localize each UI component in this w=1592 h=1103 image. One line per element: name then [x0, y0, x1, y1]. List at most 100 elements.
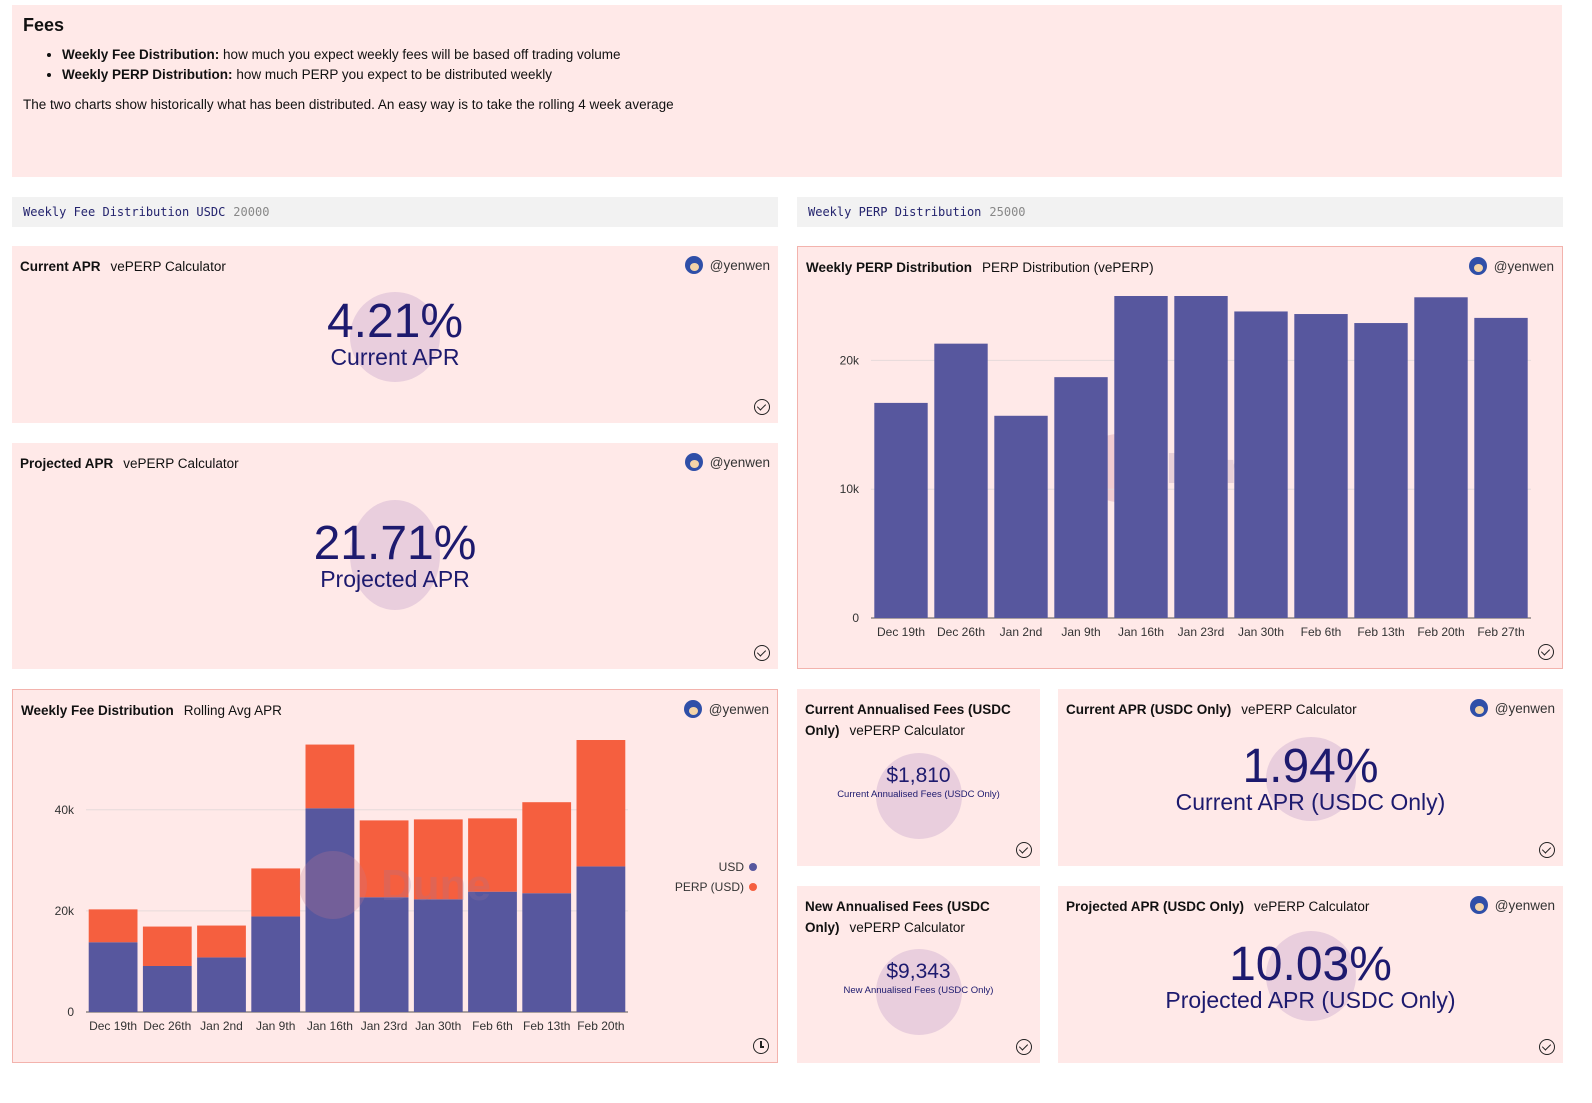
watermark-text: Dune: [381, 861, 491, 910]
bar[interactable]: [522, 802, 572, 894]
param-weekly-perp[interactable]: Weekly PERP Distribution 25000: [797, 197, 1563, 227]
fees-text-panel: Fees Weekly Fee Distribution: how much y…: [12, 5, 1562, 177]
x-tick-label: Feb 20th: [1417, 625, 1464, 639]
projected-apr-usdc-card: Projected APR (USDC Only) vePERP Calculat…: [1058, 886, 1563, 1063]
bar[interactable]: [874, 402, 928, 618]
card-title: Projected APR vePERP Calculator: [20, 456, 239, 471]
bar[interactable]: [251, 868, 301, 917]
bar[interactable]: [88, 942, 138, 1012]
x-tick-label: Dec 19th: [877, 625, 925, 639]
author-link[interactable]: @yenwen: [1469, 896, 1555, 914]
counter-new-fees: $9,343 New Annualised Fees (USDC Only): [797, 949, 1040, 1035]
perp-distribution-card: Weekly PERP Distribution PERP Distributio…: [797, 246, 1563, 669]
bar[interactable]: [413, 899, 463, 1012]
check-circle-icon: [754, 645, 770, 661]
bullet-term: Weekly Fee Distribution:: [62, 47, 220, 62]
counter-value: $1,810: [886, 764, 951, 787]
param-weekly-fee-usdc[interactable]: Weekly Fee Distribution USDC 20000: [12, 197, 778, 227]
bar[interactable]: [142, 926, 192, 966]
avatar: [684, 256, 703, 274]
bar[interactable]: [142, 965, 192, 1012]
param-value[interactable]: 25000: [989, 205, 1026, 219]
check-circle-icon: [1539, 842, 1555, 858]
fee-distribution-card: Weekly Fee Distribution Rolling Avg APR @…: [12, 689, 778, 1063]
x-tick-label: Feb 13th: [523, 1019, 570, 1033]
counter-label: Current APR (USDC Only): [1175, 789, 1446, 815]
author-link[interactable]: @yenwen: [683, 700, 769, 718]
bar[interactable]: [359, 897, 409, 1012]
fees-title: Fees: [23, 15, 65, 35]
counter-label: New Annualised Fees (USDC Only): [843, 985, 994, 996]
fees-note: The two charts show historically what ha…: [23, 97, 674, 112]
bar[interactable]: [1474, 317, 1528, 618]
avatar: [1469, 896, 1488, 914]
y-tick-label: 20k: [840, 353, 860, 367]
x-tick-label: Jan 2nd: [1000, 625, 1043, 639]
watermark-blob: [350, 500, 440, 610]
check-circle-icon: [754, 399, 770, 415]
bar[interactable]: [934, 343, 988, 618]
bar[interactable]: [1354, 323, 1408, 618]
y-tick-label: 20k: [55, 904, 75, 918]
bar[interactable]: [576, 740, 626, 867]
bar[interactable]: [522, 893, 572, 1012]
list-item: Weekly PERP Distribution: how much PERP …: [62, 65, 621, 85]
card-title: New Annualised Fees (USDC Only) vePERP Cal…: [805, 899, 990, 935]
bar[interactable]: [468, 818, 517, 892]
projected-apr-card: Projected APR vePERP Calculator @yenwen 2…: [12, 443, 778, 669]
counter-label: Projected APR (USDC Only): [1165, 987, 1456, 1013]
list-item: Weekly Fee Distribution: how much you ex…: [62, 45, 621, 65]
bar[interactable]: [413, 819, 463, 900]
counter-value: $9,343: [886, 960, 951, 983]
counter-label: Current APR: [330, 344, 460, 370]
current-apr-usdc-card: Current APR (USDC Only) vePERP Calculator…: [1058, 689, 1563, 866]
counter-current-apr: 4.21% Current APR: [12, 292, 778, 382]
bar[interactable]: [305, 744, 355, 809]
bar[interactable]: [359, 820, 409, 898]
x-tick-label: Dec 26th: [937, 625, 985, 639]
watermark-blob: [350, 292, 440, 382]
check-circle-icon: [1016, 1039, 1032, 1055]
watermark-blob: [1265, 931, 1356, 1021]
current-apr-card: Current APR vePERP Calculator @yenwen 4.2…: [12, 246, 778, 423]
counter-value: 21.71%: [313, 517, 477, 570]
x-tick-label: Jan 23rd: [361, 1019, 408, 1033]
bar[interactable]: [576, 866, 626, 1012]
fees-bullet-list: Weekly Fee Distribution: how much you ex…: [42, 45, 621, 85]
author-link[interactable]: @yenwen: [1468, 257, 1554, 275]
author-link[interactable]: @yenwen: [684, 256, 770, 274]
x-tick-label: Dec 26th: [143, 1019, 191, 1033]
bar[interactable]: [88, 909, 138, 943]
x-tick-label: Feb 6th: [472, 1019, 513, 1033]
bar[interactable]: [305, 808, 355, 1012]
counter-current-apr-usdc: 1.94% Current APR (USDC Only): [1058, 737, 1563, 821]
bullet-text: how much you expect weekly fees will be …: [223, 47, 621, 62]
bar[interactable]: [1234, 311, 1288, 618]
x-tick-label: Jan 30th: [1238, 625, 1284, 639]
param-value[interactable]: 20000: [233, 205, 270, 219]
bar[interactable]: [197, 925, 246, 958]
card-title: Weekly Fee Distribution Rolling Avg APR: [21, 703, 282, 718]
author-link[interactable]: @yenwen: [1469, 699, 1555, 717]
bar[interactable]: [1054, 377, 1108, 618]
bar[interactable]: [1294, 314, 1348, 618]
clock-icon: [753, 1038, 769, 1054]
current-annualised-fees-card: Current Annualised Fees (USDC Only) vePERP…: [797, 689, 1040, 866]
x-tick-label: Jan 2nd: [200, 1019, 243, 1033]
bar[interactable]: [1174, 296, 1228, 618]
bar[interactable]: [251, 916, 301, 1012]
bar[interactable]: [197, 957, 246, 1012]
new-annualised-fees-card: New Annualised Fees (USDC Only) vePERP Cal…: [797, 886, 1040, 1063]
bar[interactable]: [1414, 297, 1468, 618]
y-tick-label: 0: [67, 1005, 74, 1019]
x-tick-label: Jan 16th: [307, 1019, 353, 1033]
avatar: [1468, 257, 1487, 275]
bar[interactable]: [468, 891, 517, 1012]
counter-value: 10.03%: [1229, 938, 1392, 991]
author-link[interactable]: @yenwen: [684, 453, 770, 471]
param-name: Weekly Fee Distribution USDC: [23, 205, 226, 219]
bar[interactable]: [994, 415, 1048, 618]
bar[interactable]: [1114, 296, 1168, 618]
counter-label: Current Annualised Fees (USDC Only): [837, 789, 1000, 800]
